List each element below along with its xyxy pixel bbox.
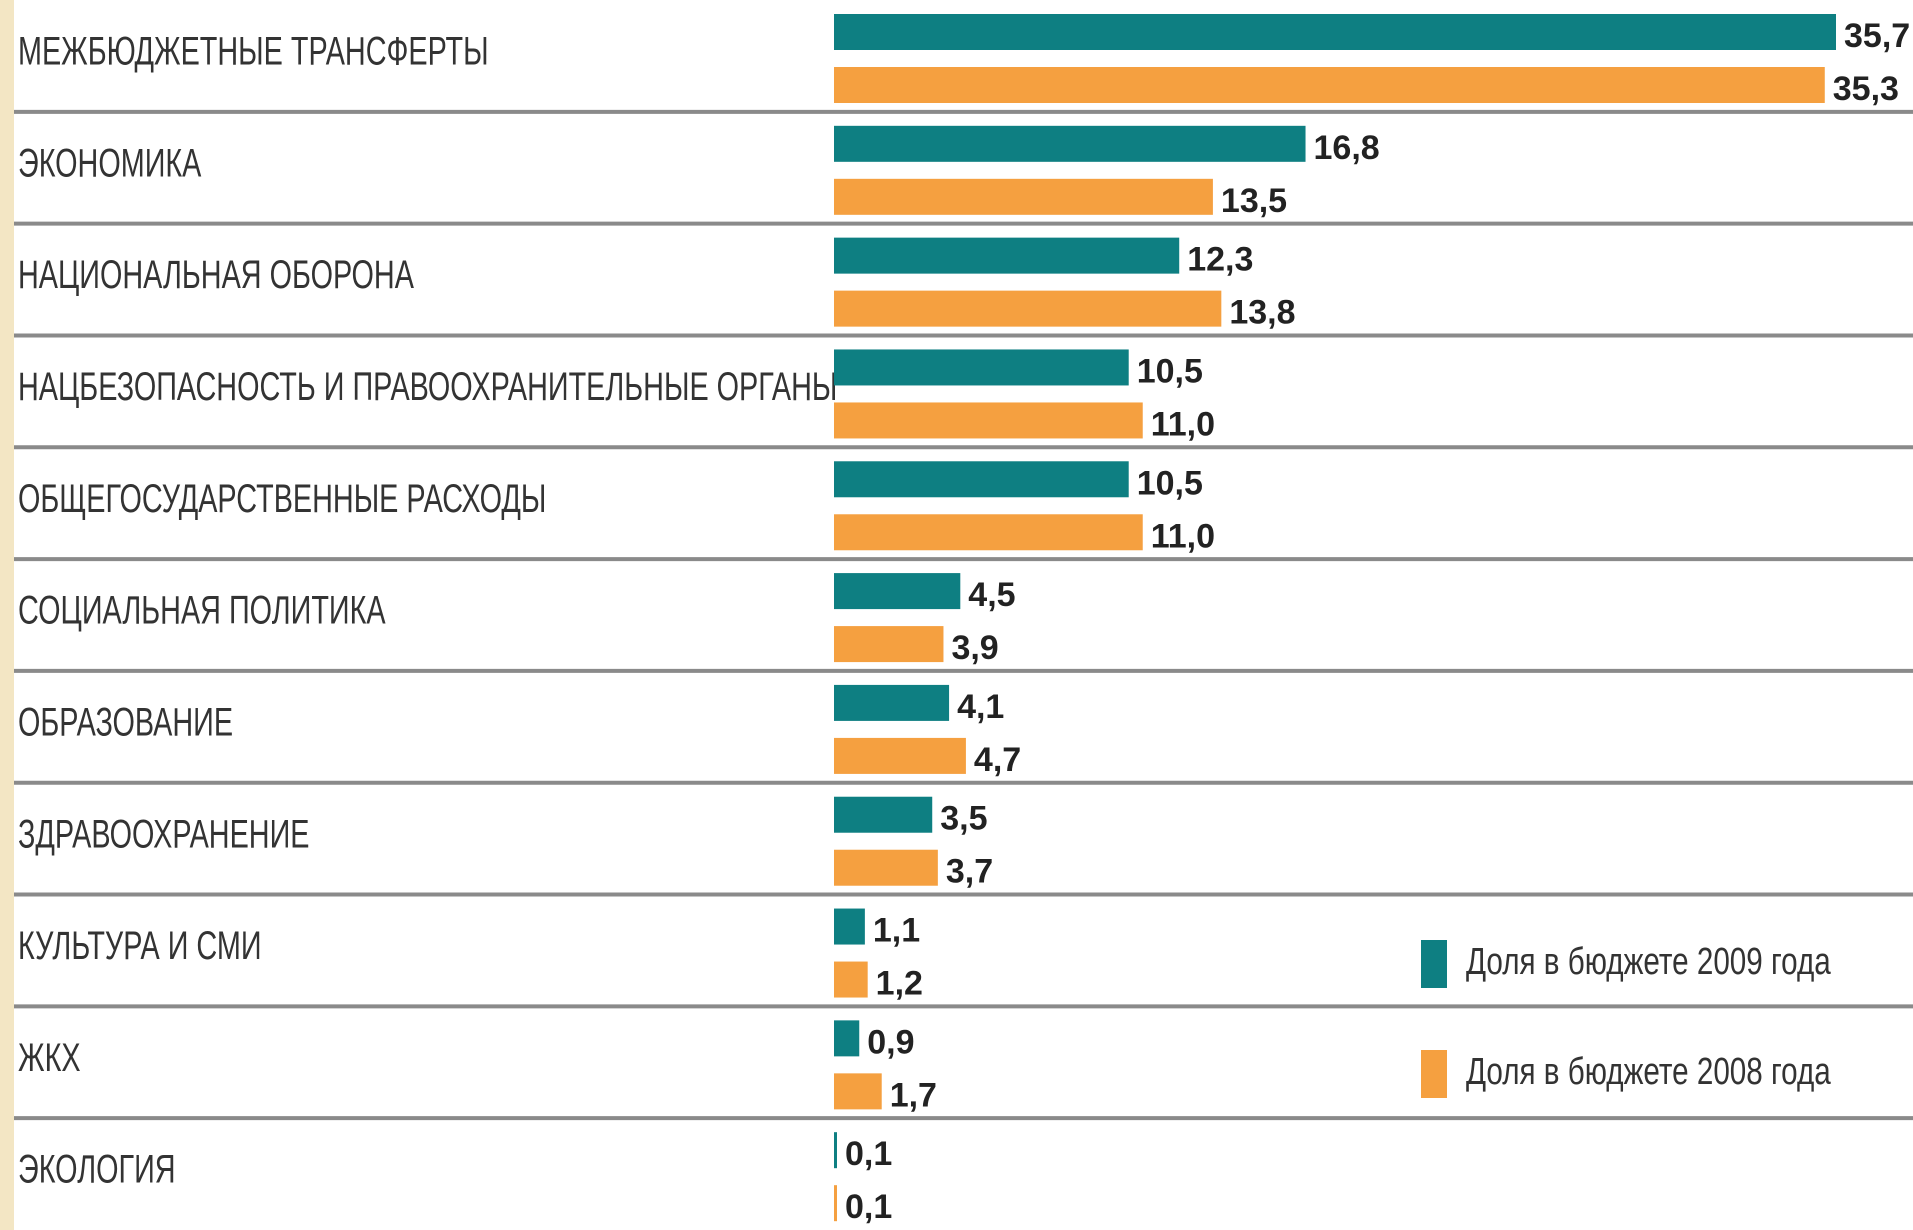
category-label: СОЦИАЛЬНАЯ ПОЛИТИКА	[18, 588, 386, 633]
value-label: 11,0	[1151, 517, 1215, 555]
category-label: ОБЩЕГОСУДАРСТВЕННЫЕ РАСХОДЫ	[18, 476, 546, 521]
category-label: ОБРАЗОВАНИЕ	[18, 700, 233, 745]
value-label: 4,7	[974, 741, 1021, 779]
bar	[834, 237, 1180, 274]
bar	[834, 1185, 837, 1222]
value-label: 16,8	[1314, 129, 1380, 167]
value-label: 0,9	[867, 1023, 914, 1061]
legend-label: Доля в бюджете 2009 года	[1466, 941, 1831, 983]
category-label: КУЛЬТУРА И СМИ	[18, 924, 262, 969]
side-strip	[0, 0, 14, 1230]
value-label: 0,1	[845, 1188, 892, 1226]
value-label: 0,1	[845, 1135, 892, 1173]
value-label: 12,3	[1187, 241, 1253, 279]
bar	[834, 1020, 860, 1057]
bar	[834, 626, 944, 663]
category-label: НАЦИОНАЛЬНАЯ ОБОРОНА	[18, 253, 415, 298]
value-label: 1,2	[876, 965, 923, 1003]
value-label: 13,5	[1221, 182, 1287, 220]
legend-swatch	[1421, 1050, 1447, 1098]
bar	[834, 1132, 837, 1169]
value-label: 35,3	[1833, 70, 1899, 108]
bar	[834, 14, 1836, 50]
bar	[834, 290, 1222, 327]
legend-swatch	[1421, 940, 1447, 988]
category-label: ЭКОЛОГИЯ	[18, 1147, 176, 1192]
value-label: 3,9	[951, 629, 998, 667]
bar	[834, 125, 1306, 162]
bar	[834, 461, 1129, 498]
value-label: 10,5	[1137, 352, 1203, 390]
value-label: 11,0	[1151, 405, 1215, 443]
value-label: 4,5	[968, 576, 1015, 614]
bar	[834, 908, 865, 945]
value-label: 3,5	[940, 800, 987, 838]
category-label: ЖКХ	[18, 1035, 81, 1080]
bar	[834, 573, 961, 610]
bar	[834, 737, 966, 774]
bar	[834, 796, 933, 833]
bar	[834, 178, 1213, 215]
value-label: 10,5	[1137, 464, 1203, 502]
category-label: НАЦБЕЗОПАСНОСТЬ И ПРАВООХРАНИТЕЛЬНЫЕ ОРГ…	[18, 364, 837, 409]
category-label: ЗДРАВООХРАНЕНИЕ	[18, 812, 310, 857]
bar	[834, 514, 1143, 551]
value-label: 1,7	[890, 1076, 937, 1114]
bar	[834, 1073, 882, 1110]
bar	[834, 349, 1129, 386]
category-label: МЕЖБЮДЖЕТНЫЕ ТРАНСФЕРТЫ	[18, 29, 489, 74]
value-label: 13,8	[1229, 294, 1295, 332]
bar	[834, 402, 1143, 439]
bar	[834, 684, 950, 721]
bar	[834, 849, 938, 886]
value-label: 1,1	[873, 912, 920, 950]
bar	[834, 67, 1825, 103]
legend-text-group: Доля в бюджете 2008 года	[1466, 1051, 1831, 1093]
value-label: 4,1	[957, 688, 1004, 726]
category-labels: МЕЖБЮДЖЕТНЫЕ ТРАНСФЕРТЫ ЭКОНОМИКА НАЦИОНАЛ…	[18, 29, 837, 1192]
bar	[834, 961, 868, 998]
value-label: 35,7	[1844, 17, 1910, 55]
value-label: 3,7	[946, 853, 993, 891]
legend-text-group: Доля в бюджете 2009 года	[1466, 941, 1831, 983]
legend-label: Доля в бюджете 2008 года	[1466, 1051, 1831, 1093]
category-label: ЭКОНОМИКА	[18, 141, 202, 186]
